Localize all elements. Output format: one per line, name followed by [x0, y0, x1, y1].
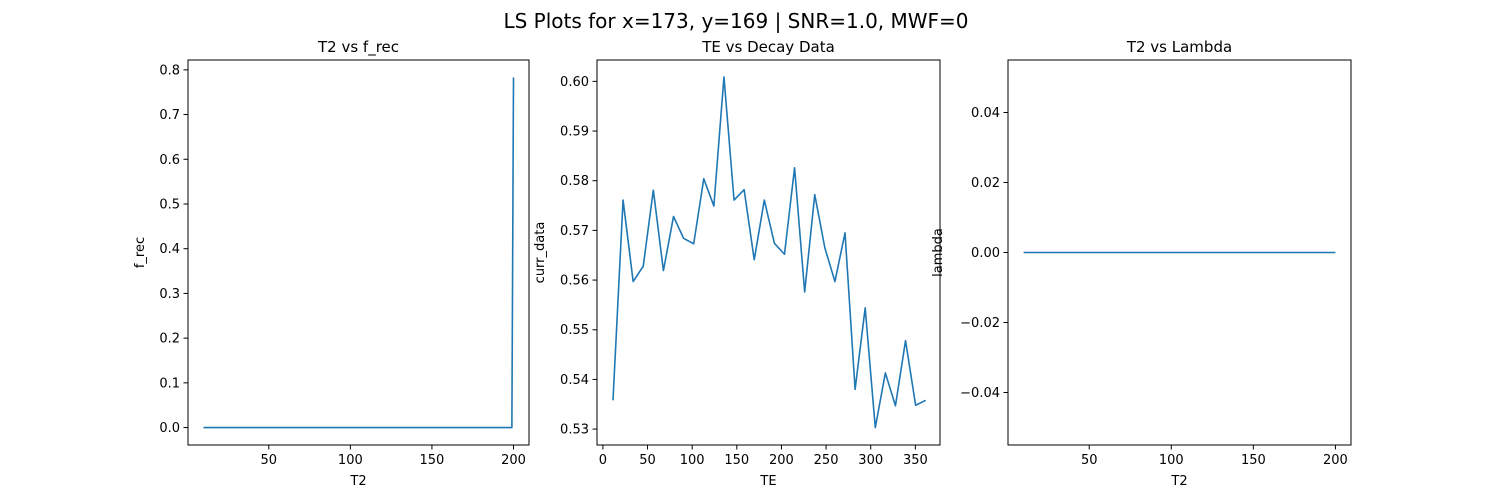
subplot-title: T2 vs f_rec — [317, 38, 399, 57]
y-tick-label: 0.2 — [159, 332, 180, 347]
y-tick-label: 0.0 — [159, 421, 180, 436]
y-tick-label: −0.04 — [960, 386, 1000, 401]
subplot-title: TE vs Decay Data — [701, 38, 835, 56]
y-tick-label: 0.7 — [159, 108, 180, 123]
x-tick-label: 250 — [814, 453, 839, 468]
series-line-1 — [203, 77, 515, 429]
subplots: 50 100 150 200 0.0 0.1 0.2 0.3 0.4 0.5 0.6 0.7 0.8 T2… — [133, 38, 1352, 489]
x-tick-label: 100 — [680, 453, 705, 468]
y-tick-label: 0.56 — [560, 274, 589, 289]
subplot-1: 50 100 150 200 0.0 0.1 0.2 0.3 0.4 0.5 0.6 0.7 0.8 T2… — [133, 38, 530, 489]
y-axis-label: lambda — [931, 228, 946, 277]
x-tick-label: 200 — [501, 453, 526, 468]
x-tick-label: 200 — [769, 453, 794, 468]
y-axis-label: curr_data — [533, 222, 548, 284]
x-tick-label: 50 — [639, 453, 656, 468]
y-tick-label: 0.02 — [971, 176, 1000, 191]
x-axis-label: TE — [759, 474, 776, 489]
y-tick-label: 0.6 — [159, 153, 180, 168]
figure-suptitle: LS Plots for x=173, y=169 | SNR=1.0, MWF… — [503, 9, 968, 33]
y-axis-label: f_rec — [133, 237, 148, 268]
y-tick-label: 0.54 — [560, 373, 589, 388]
x-axis-label: T2 — [1170, 474, 1187, 489]
y-tick-label: 0.5 — [159, 197, 180, 212]
y-tick-label: 0.1 — [159, 376, 180, 391]
y-tick-label: 0.00 — [971, 246, 1000, 261]
x-tick-label: 0 — [599, 453, 607, 468]
y-tick-label: −0.02 — [960, 316, 1000, 331]
y-tick-label: 0.8 — [159, 63, 180, 78]
axes-frame — [596, 59, 941, 446]
x-tick-label: 50 — [1081, 453, 1098, 468]
x-tick-label: 150 — [1241, 453, 1266, 468]
series-line-1 — [612, 76, 927, 429]
y-tick-label: 0.04 — [971, 106, 1000, 121]
y-tick-label: 0.57 — [560, 224, 589, 239]
y-tick-label: 0.53 — [560, 423, 589, 438]
y-tick-label: 0.55 — [560, 323, 589, 338]
y-tick-label: 0.58 — [560, 174, 589, 189]
x-tick-label: 350 — [903, 453, 928, 468]
subplot-title: T2 vs Lambda — [1126, 38, 1232, 56]
subplot-2: 0 50 100 150 200 250 300 350 0.53 0.54 0.55 0.56 0.5… — [533, 38, 941, 489]
y-tick-label: 0.59 — [560, 125, 589, 140]
x-tick-label: 200 — [1323, 453, 1348, 468]
y-tick-label: 0.4 — [159, 242, 180, 257]
y-tick-label: 0.3 — [159, 287, 180, 302]
x-tick-label: 150 — [420, 453, 445, 468]
x-tick-label: 100 — [338, 453, 363, 468]
x-axis-label: T2 — [349, 474, 366, 489]
x-tick-label: 300 — [858, 453, 883, 468]
subplot-3: 50 100 150 200 −0.04 −0.02 0.00 0.02 0.04 T2 vs L… — [931, 38, 1352, 489]
x-tick-label: 50 — [260, 453, 277, 468]
axes-frame — [1007, 59, 1352, 446]
axes-frame — [187, 59, 530, 446]
x-tick-label: 100 — [1159, 453, 1184, 468]
y-tick-label: 0.60 — [560, 75, 589, 90]
x-tick-label: 150 — [724, 453, 749, 468]
